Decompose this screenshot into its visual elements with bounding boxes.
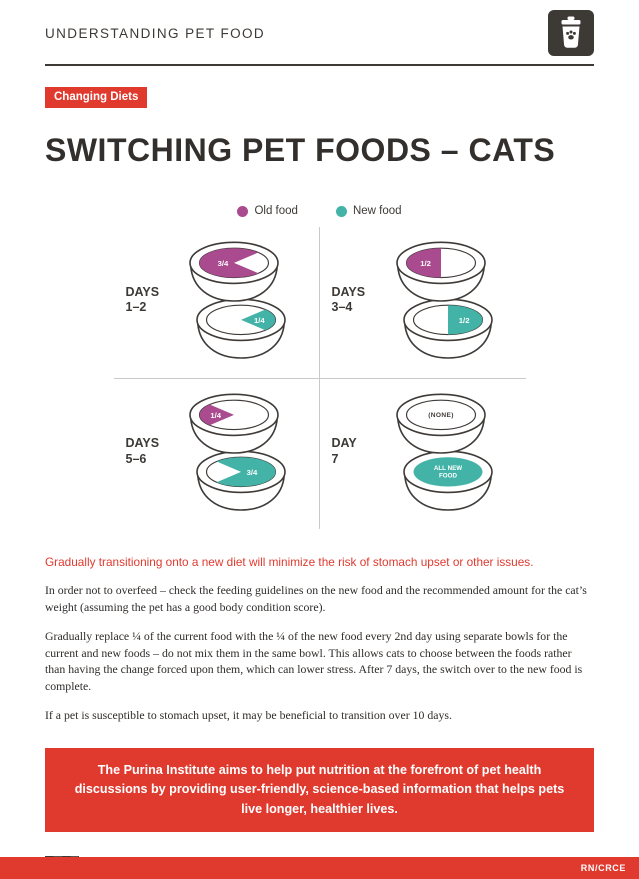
old-portion-label: (NONE) xyxy=(428,412,454,419)
mission-banner: The Purina Institute aims to help put nu… xyxy=(45,747,594,833)
new-portion-label-line1: ALL NEW xyxy=(433,465,461,472)
section-tag: Changing Diets xyxy=(45,87,148,108)
quadrant-days-1-2: DAYS 1–2 3/4 1/4 xyxy=(113,227,320,379)
old-food-bowl: 1/4 xyxy=(189,393,279,454)
old-food-bowl: 1/2 xyxy=(395,241,486,302)
old-portion-label: 1/2 xyxy=(420,259,431,268)
old-food-dot-icon xyxy=(237,205,249,217)
legend-old-label: Old food xyxy=(254,205,298,217)
bottom-bar: RN/CRCE xyxy=(0,857,639,879)
header: UNDERSTANDING PET FOOD xyxy=(0,0,639,56)
new-portion-label-line2: FOOD xyxy=(439,472,457,479)
quadrant-label: DAYS 5–6 xyxy=(125,436,160,466)
old-portion-label: 1/4 xyxy=(210,410,221,419)
highlight-text: Gradually transitioning onto a new diet … xyxy=(45,555,534,570)
new-food-bowl: 3/4 xyxy=(196,450,286,511)
new-portion-label: 1/2 xyxy=(458,316,469,325)
legend-old-food: Old food xyxy=(237,205,298,217)
quadrant-label: DAYS 1–2 xyxy=(125,284,160,315)
old-food-bowl: (NONE) xyxy=(395,393,486,454)
new-food-bowl: ALL NEW FOOD xyxy=(402,450,493,511)
quadrant-days-5-6: DAYS 5–6 1/4 3/4 xyxy=(114,378,320,530)
new-portion-label: 1/4 xyxy=(254,316,265,325)
quadrant-label: DAYS 3–4 xyxy=(331,284,366,315)
body-paragraph-1: In order not to overfeed – check the fee… xyxy=(45,583,587,614)
header-divider xyxy=(45,64,594,66)
transition-diagram: DAYS 1–2 3/4 1/4 xyxy=(113,227,526,530)
old-portion-label: 3/4 xyxy=(218,259,229,268)
new-portion-label: 3/4 xyxy=(247,468,258,477)
new-food-bowl: 1/4 xyxy=(196,298,286,360)
quadrant-day-7: DAY 7 (NONE) ALL NEW FOOD xyxy=(320,379,526,530)
old-food-bowl: 3/4 xyxy=(189,241,279,302)
new-food-dot-icon xyxy=(335,205,347,217)
document-code: RN/CRCE xyxy=(580,863,626,873)
quadrant-label: DAY 7 xyxy=(331,436,357,466)
new-food-bowl: 1/2 xyxy=(402,298,493,360)
pet-food-container-icon xyxy=(548,10,594,56)
legend: Old food New food xyxy=(0,205,639,217)
header-title: UNDERSTANDING PET FOOD xyxy=(45,26,266,41)
quadrant-days-3-4: DAYS 3–4 1/2 1/2 xyxy=(319,227,526,379)
legend-new-food: New food xyxy=(335,205,402,217)
page-title: SWITCHING PET FOODS – CATS xyxy=(45,132,556,168)
body-paragraph-3: If a pet is susceptible to stomach upset… xyxy=(45,708,452,723)
body-paragraph-2: Gradually replace ¼ of the current food … xyxy=(45,629,583,693)
legend-new-label: New food xyxy=(352,205,402,217)
